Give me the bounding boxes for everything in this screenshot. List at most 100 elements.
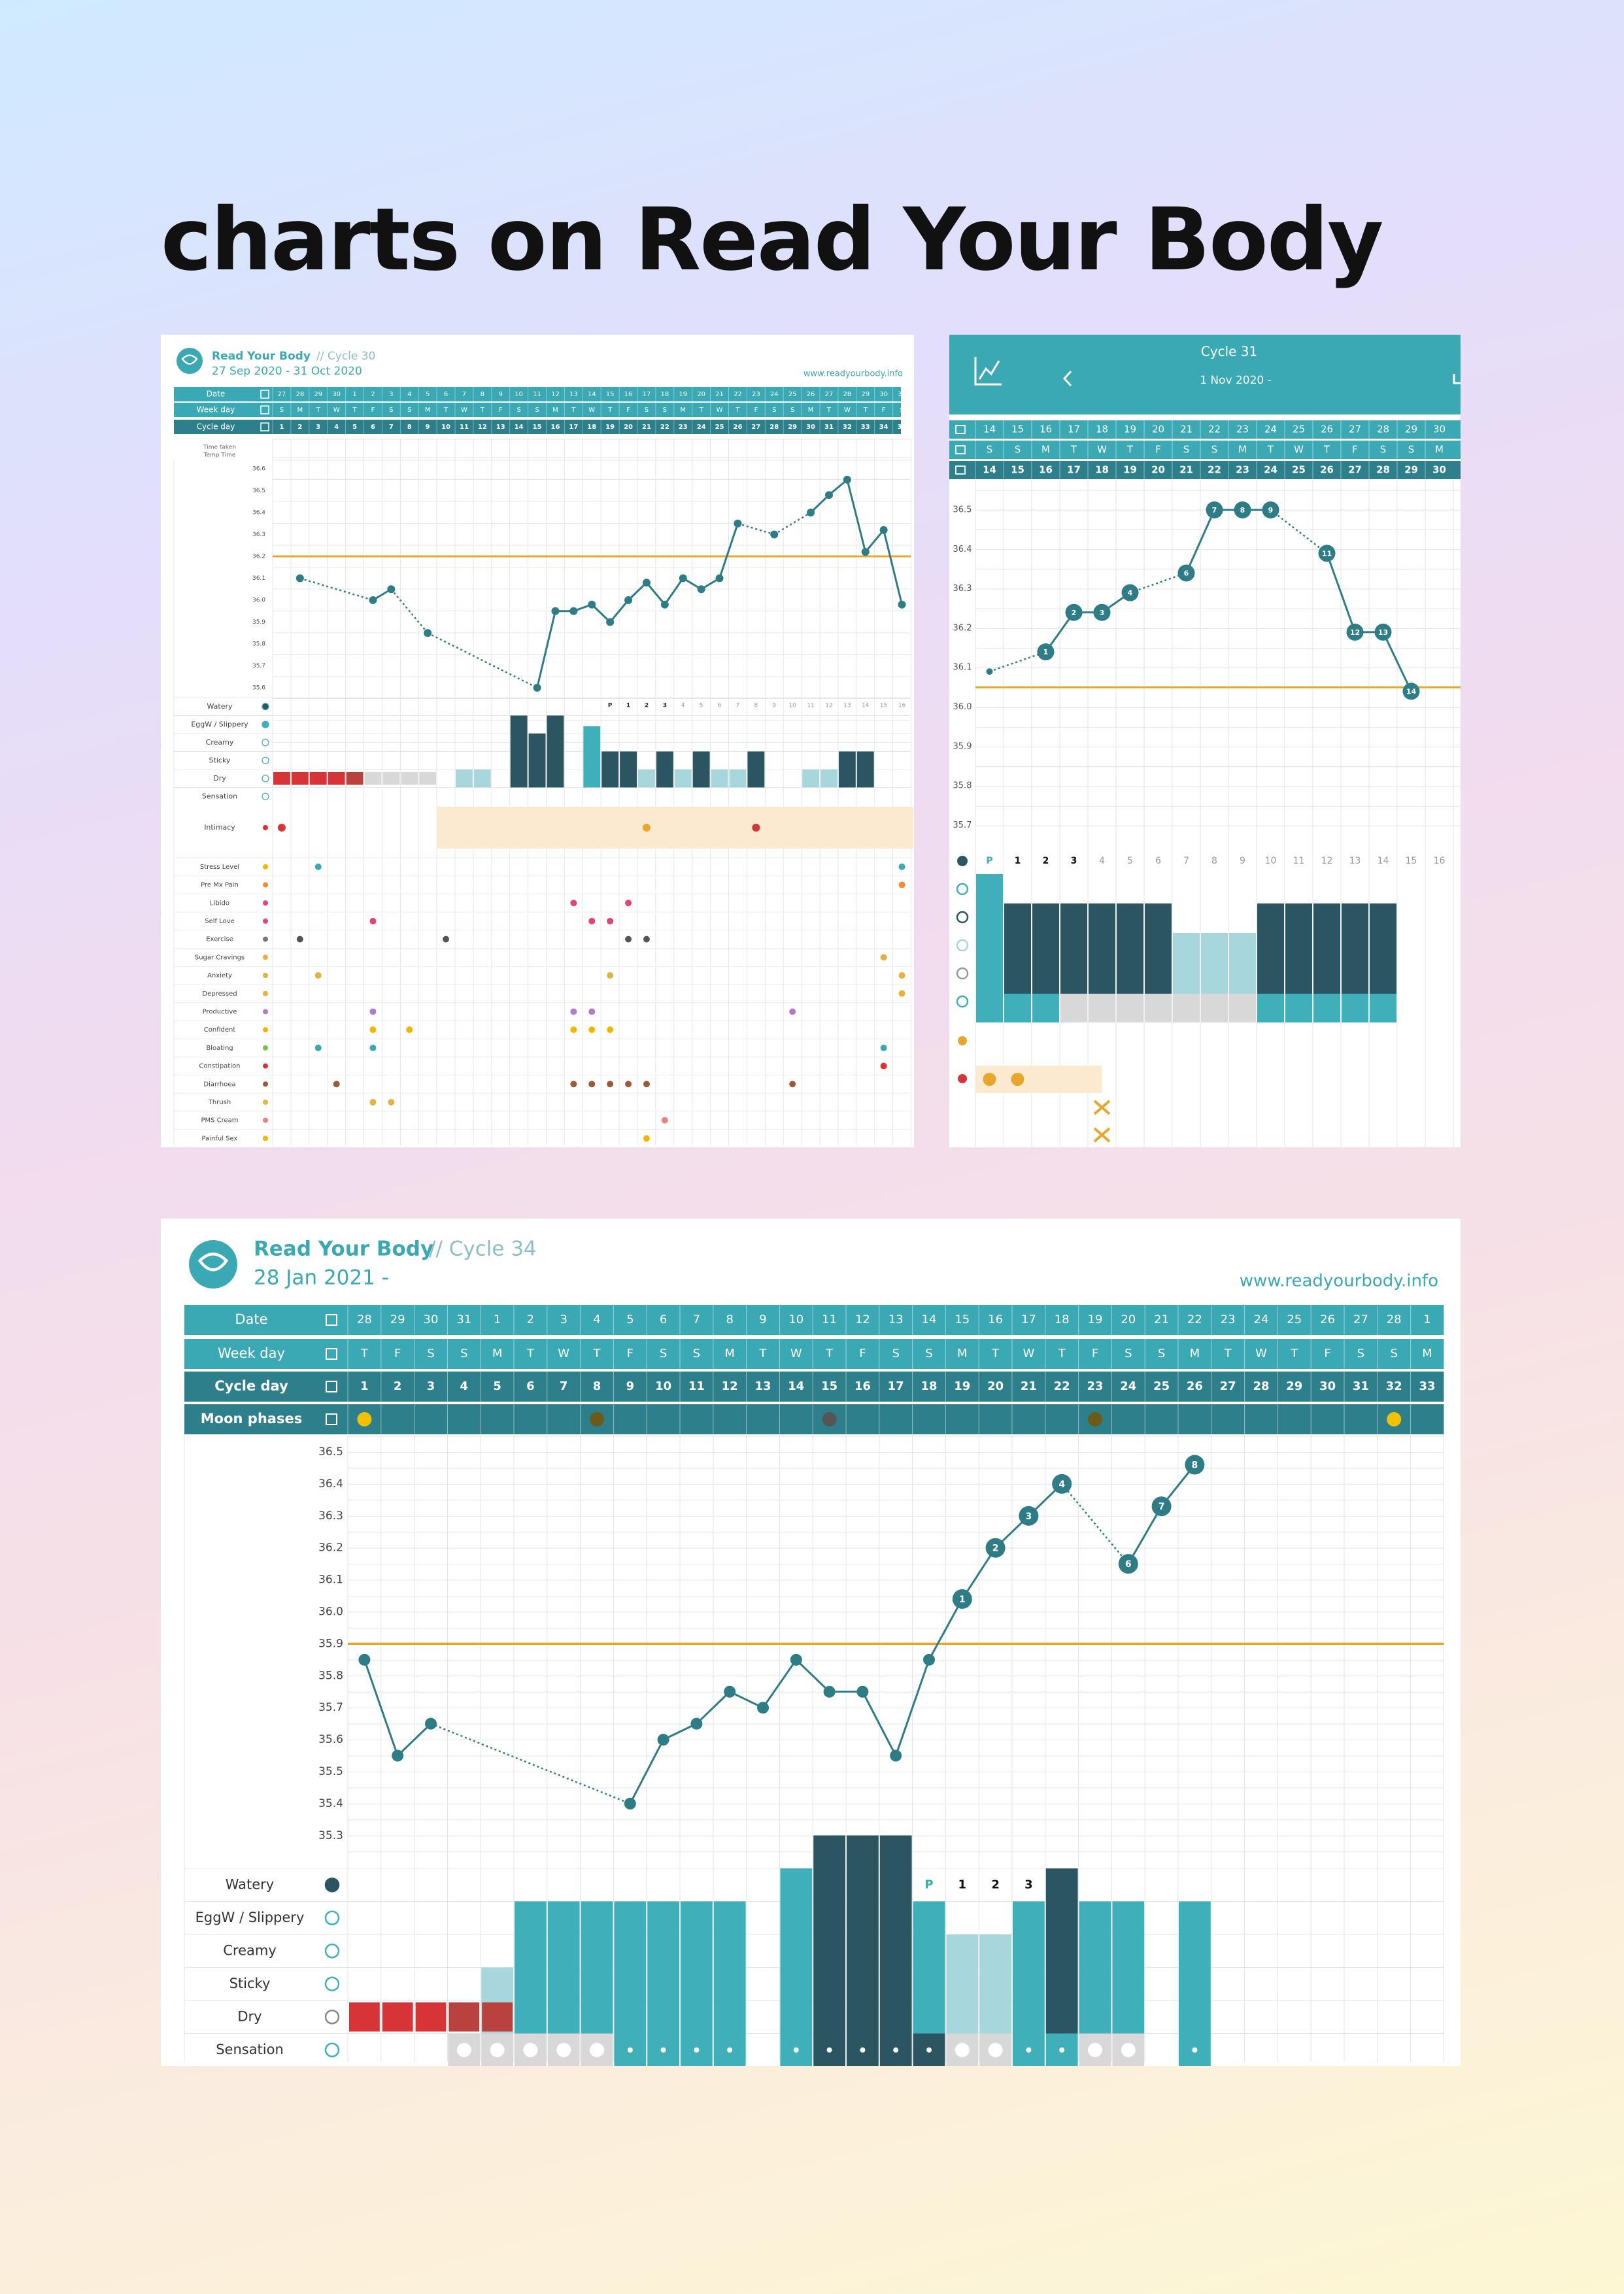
- temp-point-label: 2: [992, 1543, 999, 1554]
- app-peak-label: 15: [1406, 856, 1417, 866]
- header-cell: S: [1390, 1347, 1397, 1360]
- app-header-cell: M: [1041, 444, 1050, 456]
- sensation-mark: [826, 2047, 832, 2053]
- website-url: www.readyourbody.info: [804, 369, 903, 379]
- temp-point: [660, 600, 669, 609]
- cycle-34-temp-line-segment: [430, 1723, 631, 1805]
- app-peak-label: 12: [1321, 856, 1333, 866]
- header-row: [174, 403, 901, 417]
- app-temp-point-label: 7: [1212, 506, 1217, 514]
- app-temp-point-label: 13: [1378, 628, 1388, 637]
- header-cell: M: [425, 407, 431, 414]
- header-cell: 16: [550, 424, 560, 431]
- app-temp-label: 36.2: [953, 623, 972, 633]
- sensation-mark: [727, 2047, 733, 2053]
- header-cell: 1: [352, 391, 356, 398]
- header-cell: 9: [499, 391, 503, 398]
- peak-label: 9: [772, 703, 776, 709]
- peak-label: 3: [663, 703, 667, 709]
- symptom-mark: [898, 990, 905, 997]
- symptom-icon: [263, 954, 268, 960]
- header-cell: 22: [660, 424, 669, 431]
- header-cell: 13: [754, 1379, 771, 1393]
- app-header-cell: F: [1352, 444, 1358, 456]
- cycle-30-temp-line-segment: [536, 611, 556, 688]
- mucus-bar: [879, 1835, 912, 2034]
- header-cell: 2: [371, 391, 375, 398]
- cycle-34-temp-line-segment: [894, 1659, 930, 1757]
- temp-point: [679, 574, 687, 582]
- sensation-mark: [1121, 2042, 1136, 2057]
- cycle-34-temp-line-segment: [1127, 1506, 1162, 1564]
- mucus-label: Dry: [237, 2008, 262, 2024]
- temp-point: [690, 1717, 703, 1730]
- app-header-cell: 22: [1208, 464, 1221, 476]
- cycle-31-temp-line-segment: [1130, 572, 1187, 594]
- header-cell: W: [461, 407, 467, 414]
- header-cell: 16: [624, 391, 633, 398]
- cycle-34-chart-svg: Read Your Body// Cycle 34 28 Jan 2021 - ww…: [184, 1238, 1444, 2066]
- symptom-mark: [607, 917, 614, 924]
- header-cell: S: [516, 407, 520, 414]
- temp-point: [392, 1749, 404, 1762]
- sensation-mark: [893, 2047, 899, 2053]
- symptom-icon: [263, 1063, 268, 1069]
- header-cell: S: [660, 1347, 667, 1360]
- sensation-mark: [556, 2042, 571, 2057]
- header-cell: W: [717, 407, 723, 414]
- cycle-label: // Cycle 30: [316, 350, 375, 363]
- header-cell: 30: [879, 391, 888, 398]
- header-cell: 5: [352, 424, 357, 431]
- app-peak-label: 10: [1265, 856, 1277, 866]
- date-range: 27 Sep 2020 - 31 Oct 2020: [212, 365, 362, 378]
- header-cell: 8: [593, 1379, 601, 1393]
- header-cell: 30: [1319, 1379, 1336, 1393]
- header-cell: 4: [334, 424, 339, 431]
- sensation-mark: [926, 2047, 932, 2053]
- temp-point-label: 7: [1159, 1502, 1165, 1512]
- app-mucus-icon: [956, 883, 969, 896]
- app-header-cell: S: [1408, 444, 1415, 456]
- peak-label: 13: [843, 703, 851, 709]
- header-cell: T: [593, 1347, 601, 1360]
- temp-axis-label: 35.9: [318, 1637, 343, 1650]
- moon-phase-icon: [1088, 1412, 1102, 1426]
- header-cell: 3: [427, 1379, 435, 1393]
- header-cell: 15: [533, 424, 542, 431]
- dry-dotted-cell: [482, 2002, 513, 2032]
- temp-point: [1118, 1554, 1138, 1574]
- app-header-cell: 20: [1152, 424, 1164, 435]
- header-cell: S: [407, 407, 411, 414]
- header-cell: 31: [1353, 1379, 1369, 1393]
- app-header-cell: 19: [1124, 424, 1136, 435]
- peak-label: 7: [736, 703, 740, 709]
- app-header-cell: T: [1323, 444, 1330, 456]
- app-header-cell: 24: [1264, 464, 1277, 476]
- temp-axis-label: 36.6: [252, 466, 265, 473]
- header-cell: 29: [1286, 1379, 1302, 1393]
- header-cell: 28: [770, 424, 779, 431]
- app-sensation-neutral: [1201, 994, 1228, 1022]
- temp-axis-label: 35.6: [252, 685, 265, 692]
- header-cell: 24: [770, 391, 779, 398]
- temp-point: [624, 596, 633, 604]
- temp-axis-label: 36.4: [252, 510, 265, 516]
- temp-point: [856, 1685, 869, 1698]
- cycle-30-temp-line-segment: [609, 599, 630, 623]
- header-cell: S: [790, 407, 794, 414]
- header-cell: M: [297, 407, 303, 414]
- symptom-label: Bloating: [206, 1045, 233, 1052]
- header-cell: 33: [1419, 1379, 1435, 1393]
- mucus-bar: [856, 751, 874, 788]
- cycle-title: Cycle 31: [1201, 344, 1257, 360]
- sensation-mark: [523, 2042, 538, 2057]
- header-cell: 13: [888, 1313, 904, 1326]
- dry-cell: [382, 2002, 413, 2032]
- app-peak-label: 7: [1183, 856, 1189, 866]
- mucus-bar: [547, 715, 564, 788]
- header-row: [184, 1339, 1444, 1369]
- cycle-30-chart: Read Your Body // Cycle 30 27 Sep 2020 - 3…: [161, 335, 914, 1147]
- mucus-icon: [324, 1976, 340, 1991]
- header-cell: W: [588, 407, 595, 414]
- peak-label: 5: [700, 703, 703, 709]
